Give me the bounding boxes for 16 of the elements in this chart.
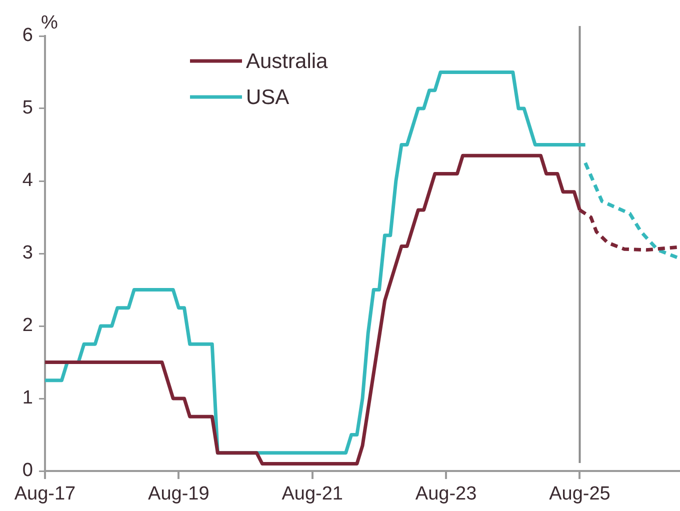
y-tick-label: 3 [22,242,33,264]
y-tick-label: 0 [22,460,33,482]
legend-label: USA [246,86,290,109]
x-tick-label: Aug-19 [148,484,210,505]
y-tick-label: 2 [22,315,33,336]
x-tick-label: Aug-21 [282,484,344,505]
y-tick-label: 5 [22,98,33,119]
y-tick-label: 6 [22,25,33,46]
line-series [584,161,680,260]
y-axis-title: % [41,12,58,34]
x-tick-label: Aug-17 [14,484,76,505]
y-tick-label: 1 [22,388,33,409]
x-tick-label: Aug-25 [549,484,610,505]
x-tick-label: Aug-23 [415,484,477,505]
y-tick-label: 4 [22,170,34,192]
legend-label: Australia [246,50,328,73]
